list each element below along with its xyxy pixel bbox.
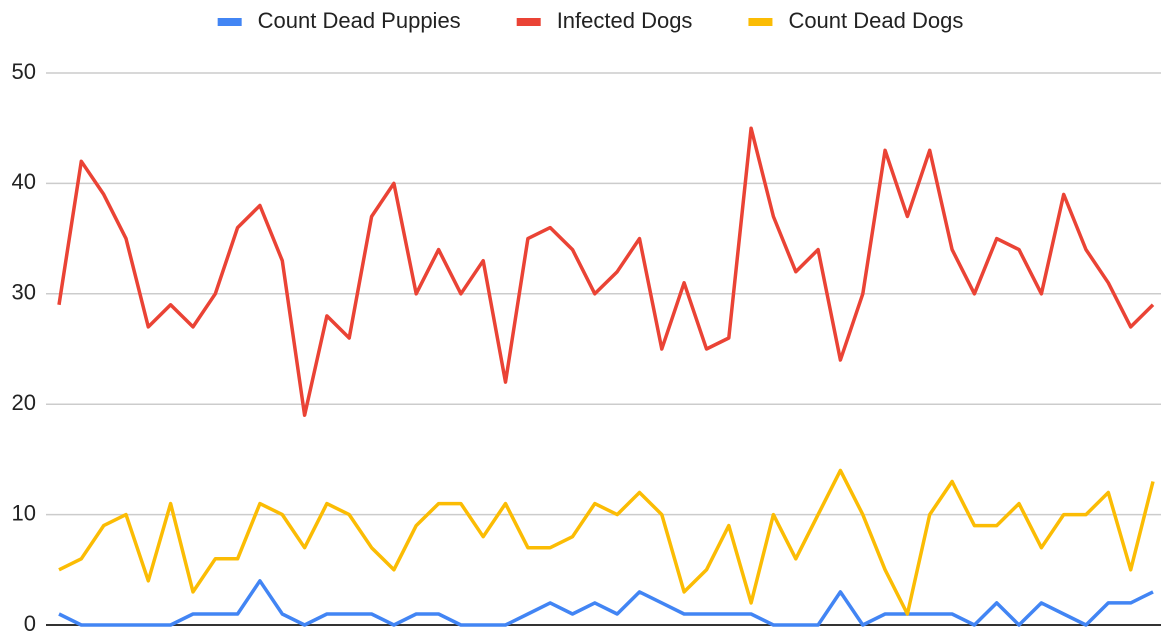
y-tick-label: 30 [12,280,36,305]
y-tick-label: 40 [12,169,36,194]
series-line [58,579,1154,627]
series-line [57,126,1155,417]
y-tick-label: 50 [12,59,36,84]
y-tick-label: 20 [12,390,36,415]
legend-swatch [217,18,242,26]
y-tick-label: 10 [12,500,36,525]
legend-label: Infected Dogs [557,8,693,33]
y-tick-label: 0 [24,611,36,633]
legend-swatch [516,18,541,26]
series-line [58,468,1155,616]
legend-label: Count Dead Puppies [258,8,461,33]
legend-label: Count Dead Dogs [788,8,963,33]
legend-swatch [748,18,773,26]
